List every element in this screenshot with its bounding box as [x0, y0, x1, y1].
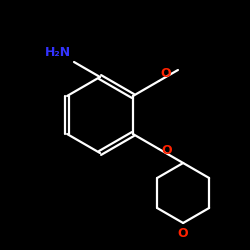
Text: O: O: [160, 67, 170, 80]
Text: H₂N: H₂N: [45, 46, 71, 59]
Text: O: O: [178, 227, 188, 240]
Text: O: O: [161, 144, 172, 156]
